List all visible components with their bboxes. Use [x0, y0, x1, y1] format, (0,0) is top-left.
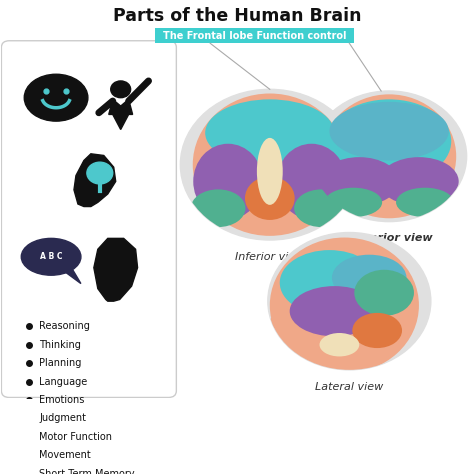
Circle shape [87, 162, 113, 184]
Text: Inferior view: Inferior view [235, 252, 304, 262]
Ellipse shape [270, 237, 419, 373]
Text: A B C: A B C [40, 252, 63, 261]
Ellipse shape [193, 144, 263, 219]
Polygon shape [94, 238, 137, 301]
Ellipse shape [332, 255, 407, 301]
Ellipse shape [257, 138, 283, 205]
Circle shape [180, 89, 359, 240]
Ellipse shape [325, 188, 382, 217]
Text: Planning: Planning [39, 358, 82, 368]
Ellipse shape [280, 250, 379, 315]
Text: Motor Function: Motor Function [39, 432, 112, 442]
Ellipse shape [193, 93, 347, 236]
FancyBboxPatch shape [1, 41, 176, 398]
Ellipse shape [327, 100, 451, 183]
Text: Reasoning: Reasoning [39, 321, 90, 331]
Ellipse shape [352, 313, 402, 348]
Ellipse shape [319, 157, 399, 206]
Polygon shape [65, 270, 81, 283]
Ellipse shape [294, 190, 349, 227]
Text: Thinking: Thinking [39, 340, 81, 350]
Text: Short Term Memory: Short Term Memory [39, 469, 135, 474]
Ellipse shape [269, 315, 294, 329]
Ellipse shape [277, 144, 346, 219]
FancyBboxPatch shape [155, 28, 354, 43]
Ellipse shape [322, 94, 456, 218]
Text: The Frontal lobe Function control: The Frontal lobe Function control [163, 31, 346, 41]
Circle shape [311, 91, 466, 222]
Circle shape [111, 81, 131, 98]
Text: Emotions: Emotions [39, 395, 84, 405]
Ellipse shape [24, 74, 88, 121]
Text: Movement: Movement [39, 450, 91, 460]
Text: Language: Language [39, 376, 87, 387]
Ellipse shape [319, 333, 359, 356]
Ellipse shape [329, 102, 449, 161]
Text: Judgment: Judgment [39, 413, 86, 423]
Ellipse shape [21, 238, 81, 275]
Ellipse shape [191, 190, 246, 227]
Ellipse shape [354, 270, 414, 316]
Polygon shape [74, 154, 116, 207]
Text: Superior view: Superior view [346, 233, 432, 243]
Ellipse shape [245, 176, 295, 220]
Ellipse shape [396, 188, 454, 217]
Ellipse shape [290, 286, 379, 337]
Ellipse shape [379, 157, 459, 206]
Text: Parts of the Human Brain: Parts of the Human Brain [113, 8, 361, 26]
Polygon shape [109, 100, 133, 129]
Ellipse shape [205, 100, 335, 166]
Circle shape [268, 233, 431, 370]
Text: Lateral view: Lateral view [315, 382, 383, 392]
